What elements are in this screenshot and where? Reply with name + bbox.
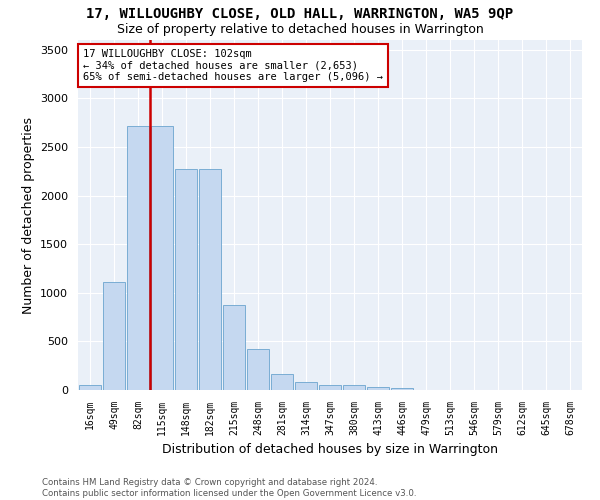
Bar (343, 385, 365, 390)
Bar (367, 387, 389, 390)
X-axis label: Distribution of detached houses by size in Warrington: Distribution of detached houses by size … (162, 444, 498, 456)
Bar (79, 385, 101, 390)
Bar (391, 388, 413, 390)
Bar (223, 306, 245, 390)
Text: Size of property relative to detached houses in Warrington: Size of property relative to detached ho… (116, 22, 484, 36)
Bar (319, 384, 341, 390)
Bar (127, 126, 149, 390)
Y-axis label: Number of detached properties: Number of detached properties (22, 116, 35, 314)
Bar (151, 126, 173, 390)
Bar (175, 170, 197, 390)
Bar (103, 282, 125, 390)
Text: Contains HM Land Registry data © Crown copyright and database right 2024.
Contai: Contains HM Land Registry data © Crown c… (42, 478, 416, 498)
Bar (199, 170, 221, 390)
Bar (247, 349, 269, 390)
Text: 17 WILLOUGHBY CLOSE: 102sqm
← 34% of detached houses are smaller (2,653)
65% of : 17 WILLOUGHBY CLOSE: 102sqm ← 34% of det… (83, 49, 383, 82)
Bar (295, 382, 317, 390)
Bar (271, 374, 293, 390)
Text: 17, WILLOUGHBY CLOSE, OLD HALL, WARRINGTON, WA5 9QP: 17, WILLOUGHBY CLOSE, OLD HALL, WARRINGT… (86, 8, 514, 22)
